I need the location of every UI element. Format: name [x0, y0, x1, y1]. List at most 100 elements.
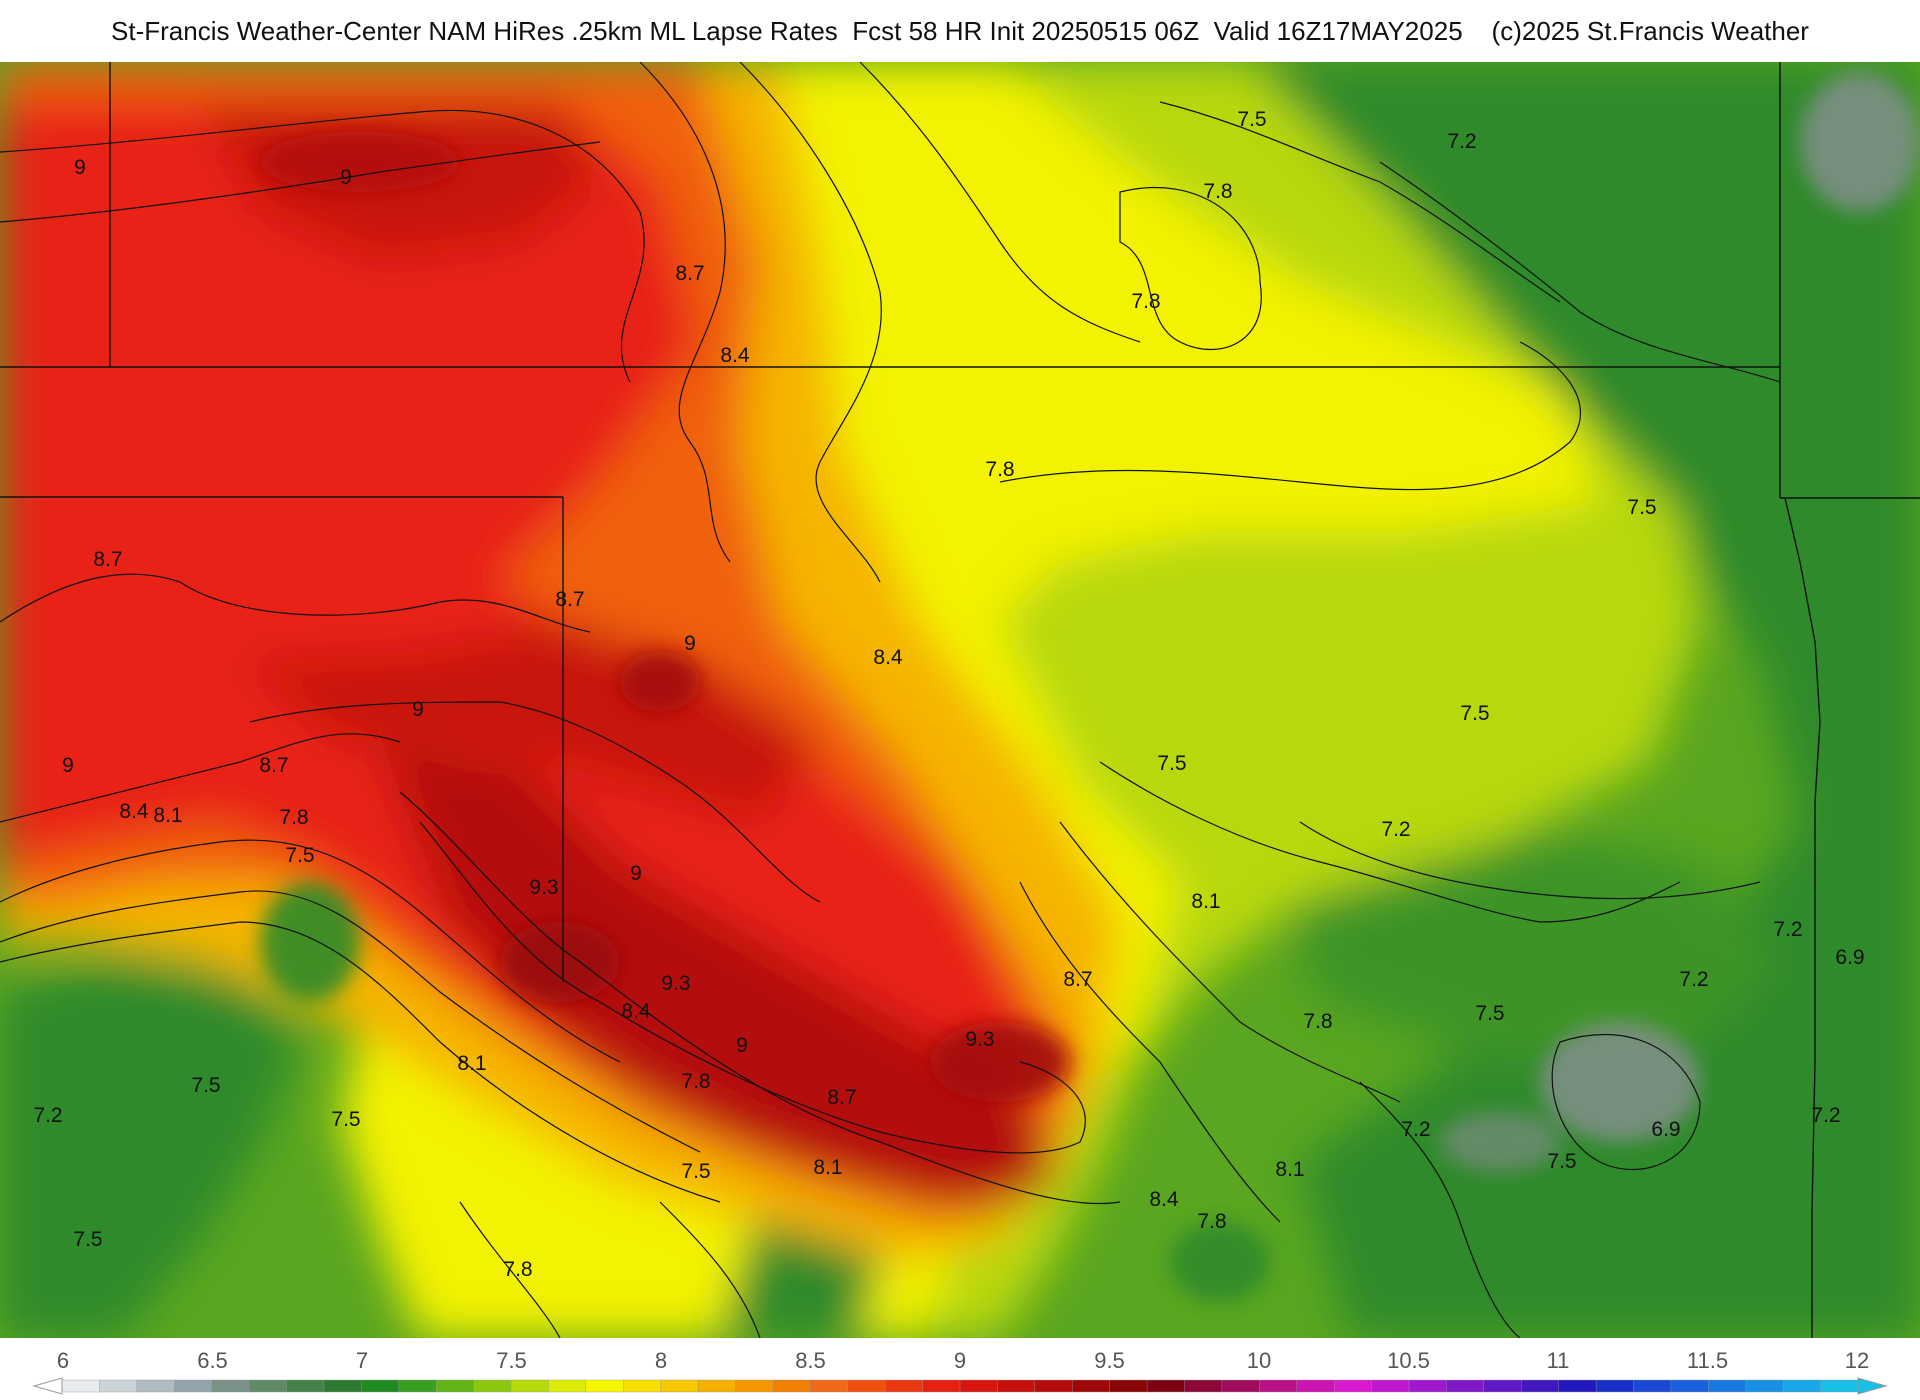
colorbar-swatch — [1633, 1379, 1672, 1393]
contour-label: 6.9 — [1835, 946, 1864, 969]
colorbar-tick-label: 8 — [655, 1348, 667, 1373]
colorbar-swatch — [1782, 1379, 1822, 1393]
contour-label: 7.8 — [985, 458, 1014, 481]
colorbar-swatch — [99, 1379, 138, 1393]
contour-label: 8.1 — [1191, 890, 1220, 913]
colorbar-tick-label: 7 — [356, 1348, 368, 1373]
contour-label: 7.8 — [681, 1070, 710, 1093]
contour-label: 9 — [74, 156, 86, 179]
contour-label: 9 — [630, 862, 642, 885]
field-spot-darkest-2 — [930, 1022, 1070, 1102]
contour-8-4-southwest — [0, 890, 701, 1153]
colorbar-swatch — [772, 1379, 812, 1393]
contour-7-8-east — [1059, 821, 1401, 1103]
colorbar-swatch — [1259, 1379, 1298, 1393]
contour-label: 7.5 — [1157, 752, 1186, 775]
colorbar-tick-label: 9.5 — [1094, 1348, 1125, 1373]
contour-label: 6.9 — [1651, 1118, 1680, 1141]
contour-8-4-north — [639, 62, 731, 563]
contour-label: 7.5 — [1237, 108, 1266, 131]
contour-label: 8.1 — [813, 1156, 842, 1179]
colorbar-tick-label: 12 — [1845, 1348, 1869, 1373]
field-darkred-band — [380, 742, 1060, 1212]
shaded-field — [0, 62, 1920, 1338]
colorbar-tick-label: 10.5 — [1387, 1348, 1430, 1373]
colorbar-swatch — [1670, 1379, 1710, 1393]
contour-label: 7.5 — [1460, 702, 1489, 725]
field-spot-gray-ne — [1800, 72, 1920, 212]
contour-label: 7.2 — [1773, 918, 1802, 941]
colorbar-swatch — [286, 1379, 325, 1393]
contour-lines — [0, 62, 1781, 1338]
field-spot-green-2 — [1170, 1222, 1270, 1302]
contour-label: 7.8 — [1131, 290, 1160, 313]
contour-label: 9 — [684, 632, 696, 655]
colorbar-tick-label: 7.5 — [496, 1348, 527, 1373]
colorbar-tick-label: 6.5 — [197, 1348, 228, 1373]
contour-label: 7.5 — [681, 1160, 710, 1183]
contour-8-7-southwest — [0, 839, 621, 1063]
colorbar-tick-label: 10 — [1247, 1348, 1271, 1373]
contour-label: 7.8 — [503, 1258, 532, 1281]
contour-label: 7.8 — [1303, 1010, 1332, 1033]
contour-label: 9.3 — [965, 1028, 994, 1051]
border-east-river — [1784, 497, 1821, 1338]
colorbar-tick-label: 11 — [1547, 1348, 1570, 1373]
contour-9-north — [0, 141, 601, 223]
colorbar-swatch — [1408, 1379, 1448, 1393]
contour-label: 8.4 — [1149, 1188, 1179, 1211]
contour-7-5-south-central — [659, 1201, 761, 1338]
colorbar-swatch — [174, 1379, 213, 1393]
colorbar-tick-label: 9 — [954, 1348, 966, 1373]
contour-label: 8.7 — [93, 548, 122, 571]
colorbar-swatch — [1820, 1379, 1859, 1393]
contour-label: 7.2 — [33, 1104, 62, 1127]
contour-label: 8.4 — [621, 1000, 651, 1023]
contour-label: 8.1 — [457, 1052, 486, 1075]
contour-label: 9 — [412, 698, 424, 721]
contour-8-1-north — [739, 62, 882, 583]
colorbar-swatch — [1521, 1379, 1560, 1393]
colorbar-ticks: 6 6.5 7 7.5 8 8.5 9 9.5 10 10.5 11 11.5 12 — [57, 1348, 1869, 1373]
field-spot-gray-s — [1440, 1112, 1560, 1172]
colorbar-arrow-left — [32, 1377, 63, 1395]
field-yellow — [700, 62, 1600, 1338]
colorbar: 6 6.5 7 7.5 8 8.5 9 9.5 10 10.5 11 11.5 12 — [32, 1348, 1888, 1395]
contour-7-8-mid — [999, 341, 1582, 491]
contour-label: 9.3 — [661, 972, 690, 995]
field-green-east — [1250, 62, 1920, 1338]
contour-label: 8.4 — [873, 646, 903, 669]
contour-8-7-north — [0, 109, 645, 383]
colorbar-swatch — [1745, 1379, 1784, 1393]
lapse-rate-map: 9 9 8.7 8.4 7.5 7.2 7.8 7.8 7.8 7.5 8.7 … — [0, 62, 1920, 1338]
contour-label: 8.1 — [1275, 1158, 1304, 1181]
contour-label: 7.2 — [1811, 1104, 1840, 1127]
contour-label: 9 — [340, 166, 352, 189]
contour-9-core — [399, 791, 1121, 1205]
colorbar-swatch — [248, 1379, 288, 1393]
contour-label: 7.8 — [1203, 180, 1232, 203]
contour-7-5-south — [1359, 1081, 1521, 1338]
contour-label: 8.4 — [720, 344, 750, 367]
contour-label: 7.8 — [279, 806, 308, 829]
colorbar-swatch — [398, 1379, 437, 1393]
colorbar-swatch — [1221, 1379, 1261, 1393]
colorbar-swatch — [136, 1379, 175, 1393]
state-borders — [0, 62, 1920, 1338]
contour-label: 7.5 — [331, 1108, 360, 1131]
colorbar-swatch — [548, 1379, 587, 1393]
contour-label: 7.5 — [285, 844, 314, 867]
contour-label: 8.7 — [555, 588, 584, 611]
colorbar-arrow-right — [1857, 1377, 1888, 1395]
colorbar-swatch — [884, 1379, 924, 1393]
colorbar-swatch — [211, 1379, 250, 1393]
contour-label-group: 9 9 8.7 8.4 7.5 7.2 7.8 7.8 7.8 7.5 8.7 … — [33, 108, 1864, 1281]
contour-label: 7.5 — [1547, 1150, 1576, 1173]
contour-7-5-east — [1099, 761, 1681, 923]
field-spot-gray-se — [1540, 1022, 1700, 1142]
colorbar-swatch — [660, 1379, 699, 1393]
colorbar-swatch — [1296, 1379, 1335, 1393]
contour-9-3-core — [419, 821, 1086, 1154]
contour-label: 7.5 — [1627, 496, 1656, 519]
field-green-southwest — [0, 962, 300, 1338]
